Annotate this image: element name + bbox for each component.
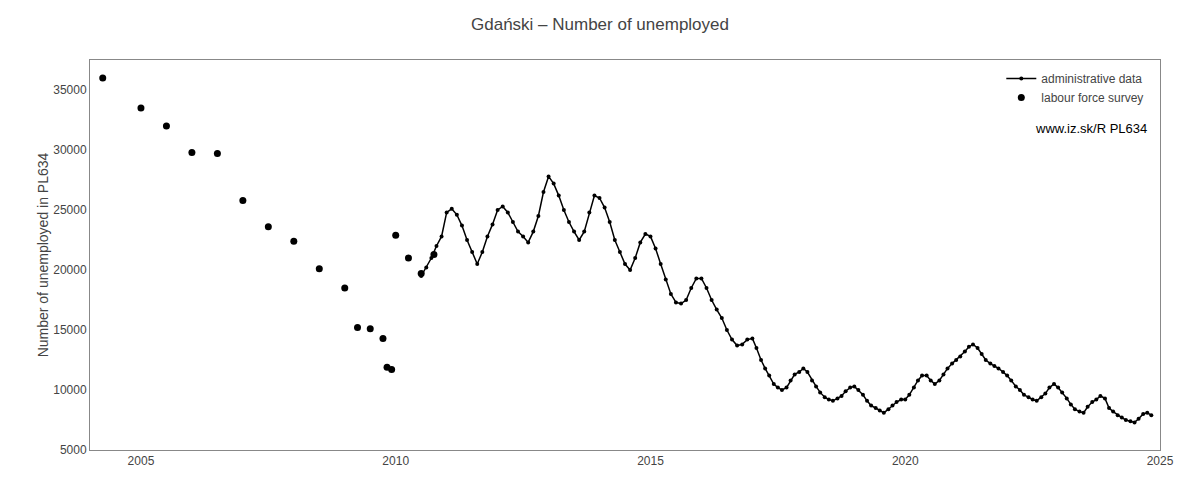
svg-text:20000: 20000: [53, 263, 87, 277]
svg-text:15000: 15000: [53, 323, 87, 337]
svg-text:25000: 25000: [53, 203, 87, 217]
svg-text:2015: 2015: [637, 454, 664, 468]
svg-text:Gdański – Number of unemployed: Gdański – Number of unemployed: [471, 15, 729, 34]
svg-text:2020: 2020: [892, 454, 919, 468]
svg-text:30000: 30000: [53, 143, 87, 157]
svg-text:administrative data: administrative data: [1041, 72, 1142, 86]
svg-text:labour force survey: labour force survey: [1041, 91, 1143, 105]
svg-text:2005: 2005: [128, 454, 155, 468]
svg-text:35000: 35000: [53, 83, 87, 97]
svg-text:Number of unemployed in PL634: Number of unemployed in PL634: [35, 152, 51, 357]
svg-text:10000: 10000: [53, 383, 87, 397]
svg-text:2010: 2010: [382, 454, 409, 468]
svg-text:2025: 2025: [1147, 454, 1174, 468]
svg-text:www.iz.sk/R PL634: www.iz.sk/R PL634: [1035, 121, 1147, 136]
svg-text:5000: 5000: [60, 443, 87, 457]
